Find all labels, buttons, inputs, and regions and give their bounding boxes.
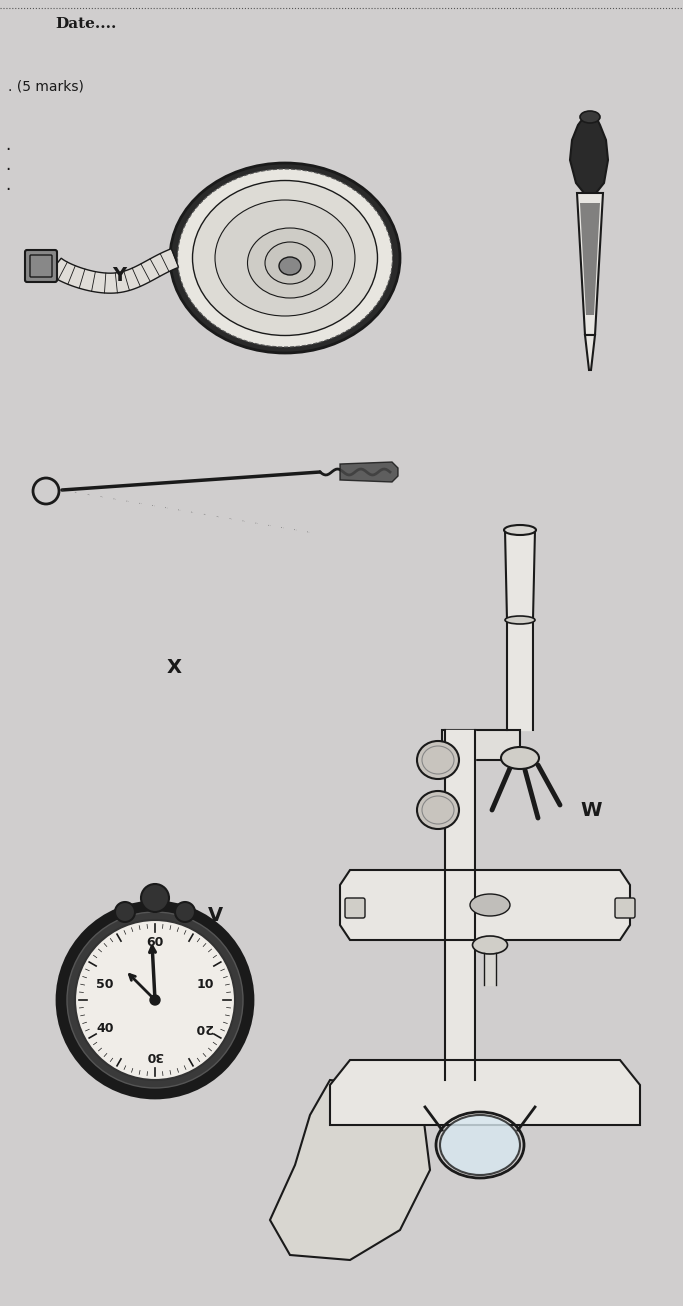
- Circle shape: [57, 902, 253, 1098]
- Text: 40: 40: [96, 1021, 114, 1034]
- Polygon shape: [340, 462, 398, 482]
- Ellipse shape: [440, 1115, 520, 1175]
- Ellipse shape: [470, 895, 510, 916]
- Text: X: X: [167, 658, 182, 677]
- Ellipse shape: [505, 616, 535, 624]
- Text: 10: 10: [196, 978, 214, 991]
- Polygon shape: [270, 1080, 430, 1260]
- Ellipse shape: [417, 741, 459, 778]
- Text: .: .: [5, 155, 10, 174]
- Ellipse shape: [501, 747, 539, 769]
- FancyBboxPatch shape: [25, 249, 57, 282]
- Ellipse shape: [279, 257, 301, 276]
- Circle shape: [75, 919, 235, 1080]
- Polygon shape: [577, 193, 603, 336]
- Polygon shape: [48, 248, 179, 293]
- Text: 50: 50: [96, 978, 114, 991]
- Ellipse shape: [265, 242, 315, 283]
- FancyBboxPatch shape: [345, 899, 365, 918]
- Text: V: V: [208, 906, 223, 925]
- Polygon shape: [585, 336, 595, 370]
- Ellipse shape: [504, 525, 536, 535]
- Ellipse shape: [247, 229, 333, 298]
- Ellipse shape: [580, 111, 600, 123]
- Text: . (5 marks): . (5 marks): [8, 78, 84, 93]
- Ellipse shape: [417, 791, 459, 829]
- Text: W: W: [580, 802, 602, 820]
- Text: .: .: [5, 136, 10, 154]
- Polygon shape: [570, 118, 608, 197]
- Polygon shape: [340, 870, 630, 940]
- Text: 60: 60: [146, 935, 164, 948]
- Ellipse shape: [193, 180, 378, 336]
- Polygon shape: [330, 1060, 640, 1124]
- Circle shape: [141, 884, 169, 912]
- Ellipse shape: [178, 168, 393, 347]
- Circle shape: [150, 995, 160, 1006]
- Circle shape: [115, 902, 135, 922]
- Ellipse shape: [473, 936, 507, 953]
- Text: 30: 30: [146, 1050, 164, 1063]
- Text: Date....: Date....: [55, 17, 116, 31]
- Ellipse shape: [215, 200, 355, 316]
- Ellipse shape: [170, 163, 400, 353]
- Polygon shape: [580, 202, 600, 315]
- Circle shape: [67, 912, 243, 1088]
- Polygon shape: [442, 730, 520, 760]
- Text: Y: Y: [113, 266, 126, 285]
- Text: .: .: [5, 176, 10, 195]
- Text: 20: 20: [194, 1021, 212, 1034]
- Circle shape: [175, 902, 195, 922]
- FancyBboxPatch shape: [615, 899, 635, 918]
